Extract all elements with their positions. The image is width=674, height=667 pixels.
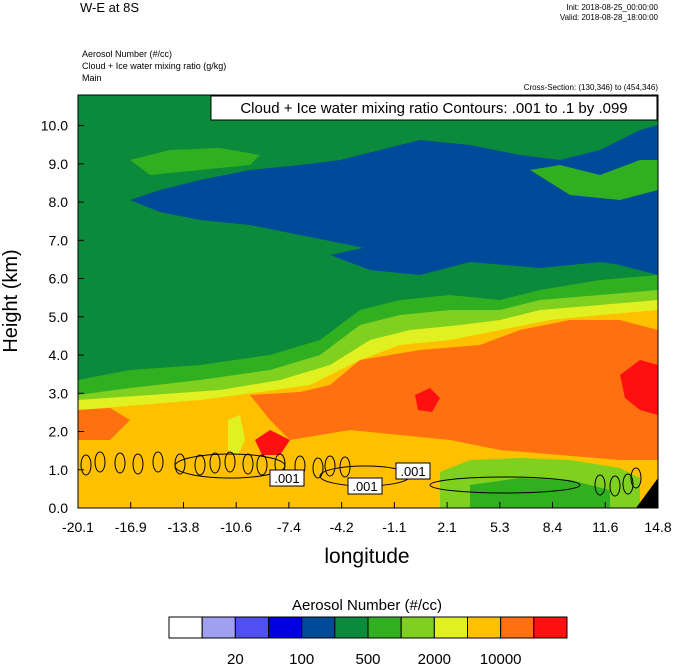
- cross-section-label: Cross-Section: (130,346) to (454,346): [523, 83, 658, 92]
- cloud-contour-ring: [242, 453, 254, 475]
- field-cloud-label: Cloud + Ice water mixing ratio (g/kg): [82, 61, 227, 71]
- cloud-contour-ring: [594, 474, 606, 496]
- x-tick-label: -1.1: [382, 519, 406, 535]
- cloud-contour-ring: [114, 452, 126, 474]
- cloud-contour-band: [174, 453, 286, 479]
- colorbar-swatch: [334, 616, 369, 639]
- x-tick-label: 2.1: [437, 519, 457, 535]
- fill-red-3: [620, 360, 658, 415]
- contour-label: .001: [400, 464, 425, 479]
- x-tick-label: -10.6: [220, 519, 252, 535]
- cloud-contour-ring: [174, 453, 186, 475]
- x-tick-label: -4.2: [330, 519, 354, 535]
- colorbar-tick-label: 20: [227, 651, 244, 667]
- y-tick-label: 10.0: [41, 118, 68, 134]
- colorbar-title: Aerosol Number (#/cc): [292, 597, 442, 614]
- fill-green-upper: [130, 148, 260, 175]
- y-tick-label: 1.0: [49, 462, 69, 478]
- cloud-contour-ring: [256, 454, 268, 476]
- colorbar-swatch: [400, 616, 435, 639]
- fill-orange: [78, 408, 130, 440]
- y-axis-ticks: 0.0 1.0 2.0 3.0 4.0 5.0 6.0 7.0 8.0 9.0 10.0: [41, 118, 84, 516]
- y-tick-label: 2.0: [49, 424, 69, 440]
- contour-label: .001: [274, 471, 299, 486]
- x-tick-label: -16.9: [115, 519, 147, 535]
- cloud-contour-ring: [194, 454, 206, 476]
- terrain-fill: [636, 478, 658, 508]
- cloud-contour-ring: [622, 473, 634, 495]
- field-aerosol-label: Aerosol Number (#/cc): [82, 49, 173, 59]
- y-tick-label: 4.0: [49, 347, 69, 363]
- y-tick-label: 8.0: [49, 194, 69, 210]
- y-tick-label: 6.0: [49, 271, 69, 287]
- contour-label-box: [395, 462, 431, 480]
- colorbar-swatch: [433, 616, 469, 639]
- contour-label: .001: [352, 479, 377, 494]
- colorbar-swatch: [367, 616, 402, 639]
- cloud-contour-ring: [94, 451, 106, 473]
- contour-line-labels: .001 .001 .001: [269, 462, 431, 495]
- aerosol-fill-field: [78, 95, 658, 508]
- fill-lower-yellow: [228, 415, 245, 455]
- cloud-contour-ring: [324, 455, 336, 477]
- colorbar-tick-label: 10000: [480, 651, 522, 667]
- x-tick-label: 11.6: [592, 519, 618, 535]
- contour-label-box: [269, 469, 305, 487]
- fill-green-upper-2: [530, 160, 658, 200]
- colorbar-swatch: [467, 616, 502, 639]
- colorbar-tick-label: 2000: [418, 651, 451, 667]
- x-tick-label: 14.8: [644, 519, 671, 535]
- y-tick-label: 7.0: [49, 232, 69, 248]
- fill-blue-mid: [180, 170, 500, 220]
- init-time: Init: 2018-08-25_00:00:00: [566, 3, 658, 12]
- contour-info-box: [210, 95, 658, 121]
- x-tick-label: 8.4: [543, 519, 563, 535]
- x-tick-label: -13.8: [167, 519, 199, 535]
- fill-orange-2: [250, 320, 658, 460]
- colorbar-swatch: [301, 616, 336, 639]
- x-tick-label: -20.1: [62, 519, 94, 535]
- colorbar-swatch: [268, 616, 303, 639]
- x-tick-label: -7.4: [277, 519, 301, 535]
- colorbar-swatch: [201, 616, 236, 639]
- valid-time: Valid: 2018-08-28_18:00:00: [559, 13, 658, 22]
- cloud-contour-ring: [132, 453, 144, 475]
- colorbar-tick-labels: 20 100 500 2000 10000: [227, 651, 522, 667]
- cloud-contour-ring: [80, 454, 92, 476]
- fill-red-1: [255, 430, 290, 455]
- fill-blue-mid-2: [330, 230, 658, 275]
- field-domain-label: Main: [82, 73, 102, 83]
- plot-frame: [77, 94, 659, 509]
- colorbar-swatch: [168, 616, 203, 639]
- plot-title: W-E at 8S: [80, 0, 140, 15]
- fill-red-2: [415, 388, 440, 412]
- fill-lower-green-dark: [470, 478, 610, 508]
- cloud-contour-ring: [630, 467, 642, 489]
- colorbar: [168, 616, 568, 639]
- colorbar-swatch: [533, 616, 568, 639]
- y-tick-label: 3.0: [49, 385, 69, 401]
- cloud-contour-ring: [224, 451, 236, 473]
- y-tick-label: 0.0: [49, 500, 69, 516]
- cloud-contour-ring: [609, 475, 621, 497]
- y-tick-label: 5.0: [49, 309, 69, 325]
- y-tick-label: 9.0: [49, 156, 69, 172]
- y-axis-label: Height (km): [0, 249, 22, 352]
- cloud-contour-band: [429, 476, 581, 494]
- x-axis-ticks: -20.1 -16.9 -13.8 -10.6 -7.4 -4.2 -1.1 2.1 5.3 8.…: [62, 502, 672, 535]
- cloud-contour-ring: [152, 451, 164, 473]
- colorbar-swatch: [500, 616, 535, 639]
- cloud-contour-ring: [312, 457, 324, 479]
- x-tick-label: 5.3: [490, 519, 510, 535]
- colorbar-tick-label: 100: [289, 651, 314, 667]
- x-axis-label: longitude: [324, 545, 409, 568]
- colorbar-tick-label: 500: [355, 651, 380, 667]
- cloud-contour-ring: [209, 452, 221, 474]
- contour-label-box: [347, 477, 383, 495]
- colorbar-swatch: [234, 616, 269, 639]
- contour-info-label: Cloud + Ice water mixing ratio Contours:…: [240, 100, 627, 117]
